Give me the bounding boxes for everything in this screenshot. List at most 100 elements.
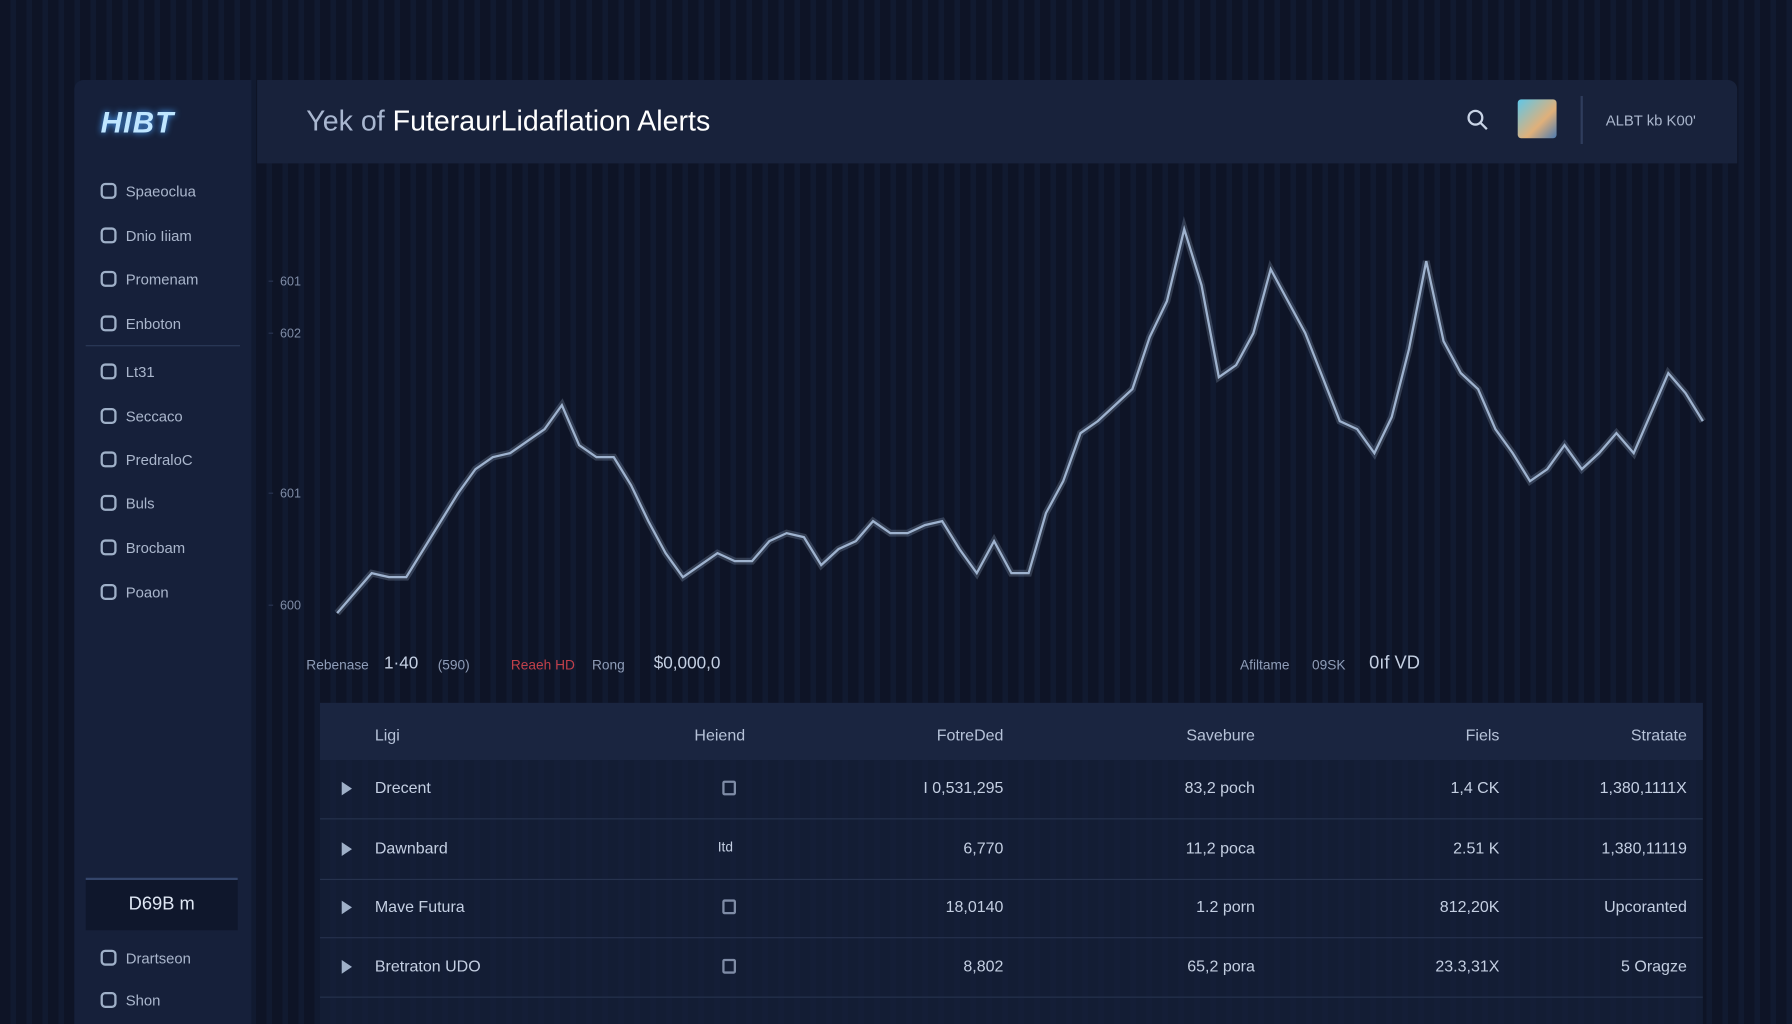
page-title: Yek of FuteraurLidaflation Alerts [306,105,710,138]
nav-icon [100,583,117,600]
row-divider [319,937,1703,939]
nav-label: Buls [125,494,155,512]
row-name: Bretraton UDO [374,956,481,975]
nav-icon [100,270,117,287]
column-header: FotreDed [936,725,1004,744]
stat-label: Reaeh HD [510,657,575,674]
cell: 1,4 CK [1450,778,1500,797]
cell: 1,380,1111X [1599,778,1687,797]
nav-label: Lt31 [125,362,155,380]
nav-icon [100,451,117,468]
nav-item[interactable]: Poaon [100,581,169,604]
row-name: Dawnbard [374,838,448,858]
cell: 2.51 K [1453,838,1500,858]
y-tick-label: 601 [280,487,301,501]
row-icon [722,780,736,796]
table-header [319,702,1703,760]
expand-arrow[interactable] [341,959,352,974]
cell: 23.3,31X [1435,956,1500,975]
row-divider [319,996,1703,998]
cell: 83,2 poch [1184,778,1255,797]
column-header: Heiend [694,725,746,744]
stat-label: (590) [437,657,470,674]
cell: Upcoranted [1604,897,1687,916]
nav-item[interactable]: Dnio Iiiam [100,224,192,247]
glow [334,216,1706,616]
row-divider [319,878,1703,880]
column-header: Ligi [374,725,400,744]
expand-arrow[interactable] [341,900,352,915]
nav-label: PredraloC [125,450,193,468]
nav-label: Drartseon [125,949,191,967]
nav-label: Seccaco [125,407,183,425]
column-header: Fiels [1465,725,1500,744]
cell: 812,20K [1439,897,1500,916]
logo[interactable]: HIBT [100,105,175,140]
cell: 65,2 pora [1187,956,1255,975]
stat-value: $0,000,0 [653,653,721,674]
nav-icon [100,949,117,966]
nav-icon [100,315,117,332]
nav-item[interactable]: Enboton [100,312,182,335]
nav-label: Brocbam [125,538,186,556]
line-chart: 601 602 601 600 [268,216,1706,616]
nav-item[interactable]: Drartseon [100,946,191,969]
nav-item[interactable]: Lt31 [100,360,155,383]
divider [85,345,240,347]
search-icon[interactable] [1465,107,1490,132]
header [257,79,1738,164]
cell: 5 Oragze [1621,956,1687,975]
row-icon [722,958,736,974]
stat-value: 1·40 [383,653,419,674]
cell: 1,380,11119 [1601,838,1687,858]
nav-label: Enboton [125,314,182,332]
row-name: Drecent [374,778,431,797]
stat-label: Rong [591,657,625,674]
nav-icon [100,407,117,424]
nav-icon [100,494,117,511]
nav-icon [100,539,117,556]
y-tick-label: 601 [280,275,301,289]
stat-label: Afiltame [1239,657,1290,674]
nav-label: Shon [125,991,161,1009]
nav-item[interactable]: PredraloC [100,448,193,471]
balance[interactable]: D69B m [85,877,238,931]
stat-value: 09SK [1311,657,1346,674]
expand-arrow[interactable] [341,781,352,796]
nav-item[interactable]: Buls [100,491,155,514]
cell: I 0,531,295 [923,778,1004,797]
cell: 6,770 [963,838,1004,858]
nav-icon [100,363,117,380]
divider [1580,95,1583,144]
nav-label: Poaon [125,583,169,601]
avatar[interactable] [1517,99,1557,139]
data-line [336,224,1704,614]
account[interactable]: ALBT kb K00' [1605,111,1696,130]
cell: 1.2 porn [1196,897,1255,916]
title-prefix: Yek of [306,105,385,138]
cell: 8,802 [963,956,1004,975]
cell: 18,0140 [945,897,1004,916]
nav-item[interactable]: Promenam [100,267,199,290]
cell: 11,2 poca [1185,838,1255,858]
y-tick-label: 600 [280,599,301,613]
nav-item[interactable]: Spaeoclua [100,179,196,202]
nav-item[interactable]: Seccaco [100,405,183,428]
nav-icon [100,227,117,244]
nav-label: Promenam [125,270,199,288]
nav-item[interactable]: Shon [100,989,161,1012]
nav-item[interactable]: Brocbam [100,536,186,559]
row-icon [722,899,736,915]
nav-label: Spaeoclua [125,182,196,200]
stat-label: Rebenase [306,657,369,674]
row-name: Mave Futura [374,897,465,916]
nav-label: Dnio Iiiam [125,226,192,244]
expand-arrow[interactable] [341,842,352,856]
row-badge: Itd [717,838,733,855]
nav-icon [100,182,117,199]
stat-label: 0ıf VD [1369,653,1420,674]
title-main: FuteraurLidaflation Alerts [392,105,711,138]
nav-icon [100,991,117,1008]
